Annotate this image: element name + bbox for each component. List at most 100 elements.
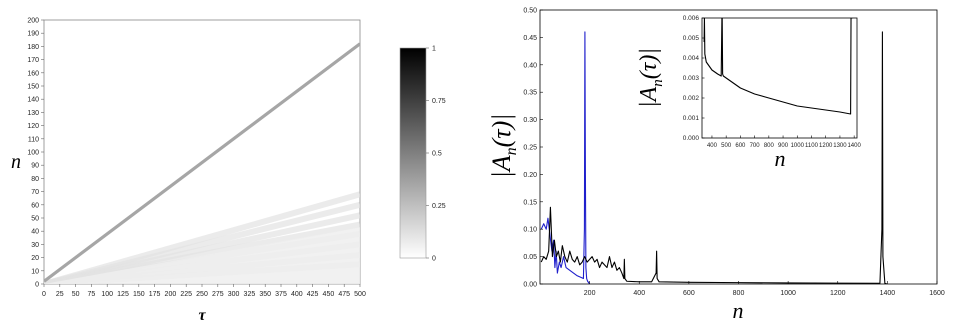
heatmap-x-tick-label: 75 <box>88 291 96 298</box>
inset-x-tick-label: 1100 <box>805 143 819 149</box>
line-x-tick-label: 600 <box>683 290 695 297</box>
colorbar-tick-label: 0 <box>432 256 436 263</box>
line-x-tick-label: 200 <box>584 290 596 297</box>
heatmap-y-tick-label: 150 <box>27 84 39 91</box>
heatmap-x-tick-label: 500 <box>354 291 366 298</box>
inset-y-tick-label: 0.004 <box>683 55 700 62</box>
heatmap-x-tick-label: 100 <box>101 291 113 298</box>
line-x-tick-label: 1400 <box>880 290 896 297</box>
line-y-tick-label: 0.45 <box>523 35 537 42</box>
line-y-tick-label: 0.00 <box>523 282 537 289</box>
inset-y-tick-label: 0.005 <box>683 35 700 42</box>
heatmap-y-axis-label: n <box>11 151 21 173</box>
line-chart: 200 400 600 800 1000 1200 1400 1600 0.00 0.05 0.1… <box>487 8 945 322</box>
heatmap-x-tick-label: 475 <box>338 291 350 298</box>
inset-x-tick-label: 1000 <box>791 143 805 149</box>
colorbar-tick-label: 1 <box>432 46 436 53</box>
heatmap-x-tick-label: 375 <box>275 291 287 298</box>
heatmap-x-tick-label: 450 <box>323 291 335 298</box>
line-x-tick-label: 400 <box>633 290 645 297</box>
colorbar-gradient <box>399 47 427 259</box>
line-x-tick-label: 1200 <box>830 290 846 297</box>
heatmap-y-tick-label: 70 <box>31 189 39 196</box>
inset-x-tick-label: 800 <box>764 143 775 149</box>
heatmap-ridge <box>44 42 360 283</box>
heatmap-x-tick-label: 425 <box>307 291 319 298</box>
heatmap-y-tick-label: 60 <box>31 202 39 209</box>
line-y-tick-label: 0.25 <box>523 145 537 152</box>
inset-y-tick-label: 0.001 <box>683 115 700 122</box>
heatmap-x-tick-label: 350 <box>259 291 271 298</box>
line-y-tick-label: 0.15 <box>523 199 537 206</box>
heatmap-chart: 0 25 50 75 100 125 150 175 200 225 250 275 300 325 350… <box>11 18 366 322</box>
colorbar: 0 0.25 0.5 0.75 1 <box>399 46 446 263</box>
heatmap-y-tick-label: 120 <box>27 123 39 130</box>
heatmap-y-tick-label: 90 <box>31 163 39 170</box>
inset-x-tick-label: 1200 <box>819 143 833 149</box>
heatmap-y-tick-label: 130 <box>27 110 39 117</box>
heatmap-x-tick-label: 225 <box>180 291 192 298</box>
line-y-tick-label: 0.10 <box>523 227 537 234</box>
inset-x-tick-label: 1300 <box>833 143 847 149</box>
line-series-0 <box>540 31 591 284</box>
heatmap-fan-region <box>44 227 360 284</box>
heatmap-y-tick-label: 180 <box>27 44 39 51</box>
inset-x-tick-label: 400 <box>707 143 718 149</box>
svg-text:|An(τ)|: |An(τ)| <box>487 114 520 179</box>
colorbar-tick-label: 0.75 <box>432 98 446 105</box>
inset-x-tick-label: 1400 <box>847 143 861 149</box>
inset-x-tick-label: 900 <box>778 143 789 149</box>
heatmap-y-tick-label: 10 <box>31 268 39 275</box>
line-y-tick-label: 0.30 <box>523 117 537 124</box>
inset-y-tick-label: 0.000 <box>683 135 700 142</box>
inset-series-0 <box>703 18 853 115</box>
inset-y-tick-label: 0.002 <box>683 95 700 102</box>
svg-text:|An(τ)|: |An(τ)| <box>636 48 666 108</box>
heatmap-y-tick-label: 140 <box>27 97 39 104</box>
line-y-tick-label: 0.50 <box>523 8 537 15</box>
heatmap-y-tick-label: 110 <box>28 136 39 143</box>
heatmap-y-tick-label: 30 <box>31 242 39 249</box>
heatmap-y-tick-label: 50 <box>31 216 39 223</box>
heatmap-x-axis-label: τ <box>198 307 206 322</box>
heatmap-x-tick-label: 125 <box>117 291 129 298</box>
inset-x-tick-label: 600 <box>735 143 746 149</box>
line-y-tick-label: 0.05 <box>523 254 537 261</box>
inset-x-tick-label: 700 <box>750 143 761 149</box>
line-x-tick-label: 1600 <box>929 290 945 297</box>
heatmap-x-tick-label: 400 <box>291 291 303 298</box>
heatmap-x-tick-label: 200 <box>165 291 177 298</box>
line-x-tick-label: 1000 <box>780 290 796 297</box>
heatmap-y-tick-label: 170 <box>27 57 39 64</box>
inset-x-tick-label: 500 <box>721 143 732 149</box>
heatmap-x-tick-label: 150 <box>133 291 145 298</box>
inset-y-tick-label: 0.003 <box>683 75 700 82</box>
heatmap-x-tick-label: 25 <box>56 291 64 298</box>
heatmap-y-tick-label: 200 <box>27 18 39 25</box>
colorbar-tick-label: 0.5 <box>432 151 442 158</box>
line-x-axis-label: n <box>733 298 744 322</box>
inset-y-tick-label: 0.006 <box>683 15 700 22</box>
heatmap-x-tick-label: 325 <box>244 291 256 298</box>
inset-chart: 400 500 600 700 800 900 1000 1100 1200 1300 1400 0… <box>636 15 861 171</box>
heatmap-y-tick-label: 0 <box>35 282 39 289</box>
heatmap-x-tick-label: 300 <box>228 291 240 298</box>
line-x-tick-label: 800 <box>733 290 745 297</box>
heatmap-y-tick-label: 100 <box>27 150 39 157</box>
inset-y-axis-label: |An(τ)| <box>636 48 666 108</box>
heatmap-y-tick-label: 160 <box>27 70 39 77</box>
heatmap-y-tick-label: 20 <box>31 255 39 262</box>
heatmap-y-tick-label: 40 <box>31 229 39 236</box>
inset-plot-area <box>701 17 858 139</box>
heatmap-x-tick-label: 50 <box>72 291 80 298</box>
heatmap-x-tick-label: 0 <box>42 291 46 298</box>
inset-x-axis-label: n <box>775 146 786 171</box>
heatmap-x-tick-label: 175 <box>149 291 161 298</box>
line-y-tick-label: 0.20 <box>523 172 537 179</box>
line-y-axis-label: |An(τ)| <box>487 114 520 179</box>
heatmap-y-tick-label: 190 <box>27 31 39 38</box>
line-y-tick-label: 0.35 <box>523 90 537 97</box>
colorbar-tick-label: 0.25 <box>432 203 446 210</box>
line-y-tick-label: 0.40 <box>523 62 537 69</box>
